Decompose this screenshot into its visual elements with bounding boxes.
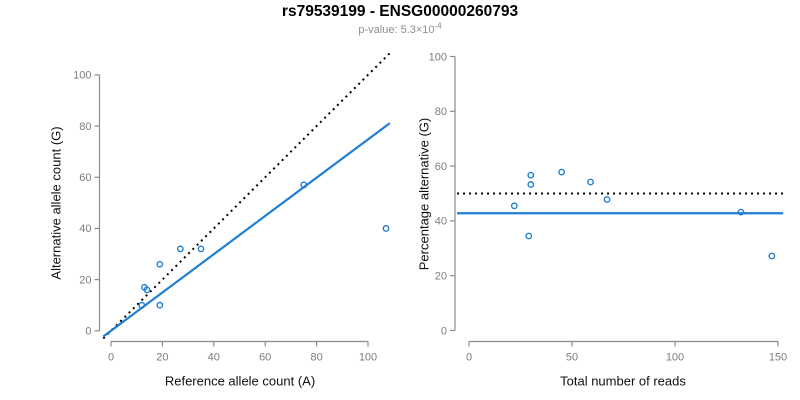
scatter-point (300, 181, 308, 189)
scatter-point (197, 245, 205, 253)
pvalue-mantissa: 5.3×10 (400, 24, 435, 36)
pvalue-exponent: -4 (434, 21, 442, 31)
y-tick-label: 100 (429, 51, 447, 63)
x-tick-label: 100 (666, 352, 684, 364)
scatter-point (176, 245, 184, 253)
y-tick-label: 80 (435, 106, 447, 118)
scatter-point (527, 181, 535, 188)
scatter-point (138, 301, 146, 309)
x-tick-label: 40 (208, 352, 220, 364)
y-tick-label: 40 (79, 223, 91, 235)
x-tick-label: 150 (769, 352, 787, 364)
x-tick-label: 100 (359, 352, 377, 364)
scatter-point (558, 168, 566, 176)
left-y-axis-title: Alternative allele count (G) (48, 126, 64, 280)
scatter-point (156, 260, 164, 268)
y-tick-label: 80 (79, 121, 91, 133)
left-x-axis-title: Reference allele count (A) (164, 373, 316, 389)
y-tick-label: 100 (73, 70, 91, 82)
scatter-point (737, 208, 745, 216)
pvalue-subtitle: p-value: 5.3×10-4 (0, 21, 800, 36)
x-tick-label: 0 (466, 352, 472, 364)
x-tick-label: 20 (156, 352, 168, 364)
scatter-point (510, 202, 518, 210)
page-title: rs79539199 - ENSG00000260793 (281, 3, 519, 20)
x-tick-label: 50 (566, 352, 578, 364)
pvalue-label: p-value: (358, 24, 401, 36)
right-y-axis-title: Percentage alternative (G) (416, 117, 432, 271)
x-tick-label: 60 (259, 352, 271, 364)
scatter-point (143, 286, 151, 294)
scatter-point (525, 232, 533, 240)
scatter-point (768, 252, 776, 260)
y-tick-label: 40 (435, 216, 447, 228)
scatter-point (382, 225, 390, 232)
right-x-axis-title: Total number of reads (560, 373, 686, 389)
y-tick-label: 0 (85, 326, 91, 338)
fit-line (102, 122, 391, 338)
y-tick-label: 20 (79, 274, 91, 286)
y-tick-label: 60 (435, 161, 447, 173)
identity-line (102, 52, 391, 340)
x-tick-label: 80 (310, 352, 322, 364)
x-tick-label: 0 (108, 352, 114, 364)
scatter-point (527, 171, 535, 179)
scatter-point (587, 178, 594, 186)
y-tick-label: 60 (79, 172, 91, 184)
scatter-point (156, 301, 164, 309)
y-tick-label: 20 (435, 271, 447, 283)
y-tick-label: 0 (441, 325, 447, 337)
scatter-point (603, 196, 611, 203)
